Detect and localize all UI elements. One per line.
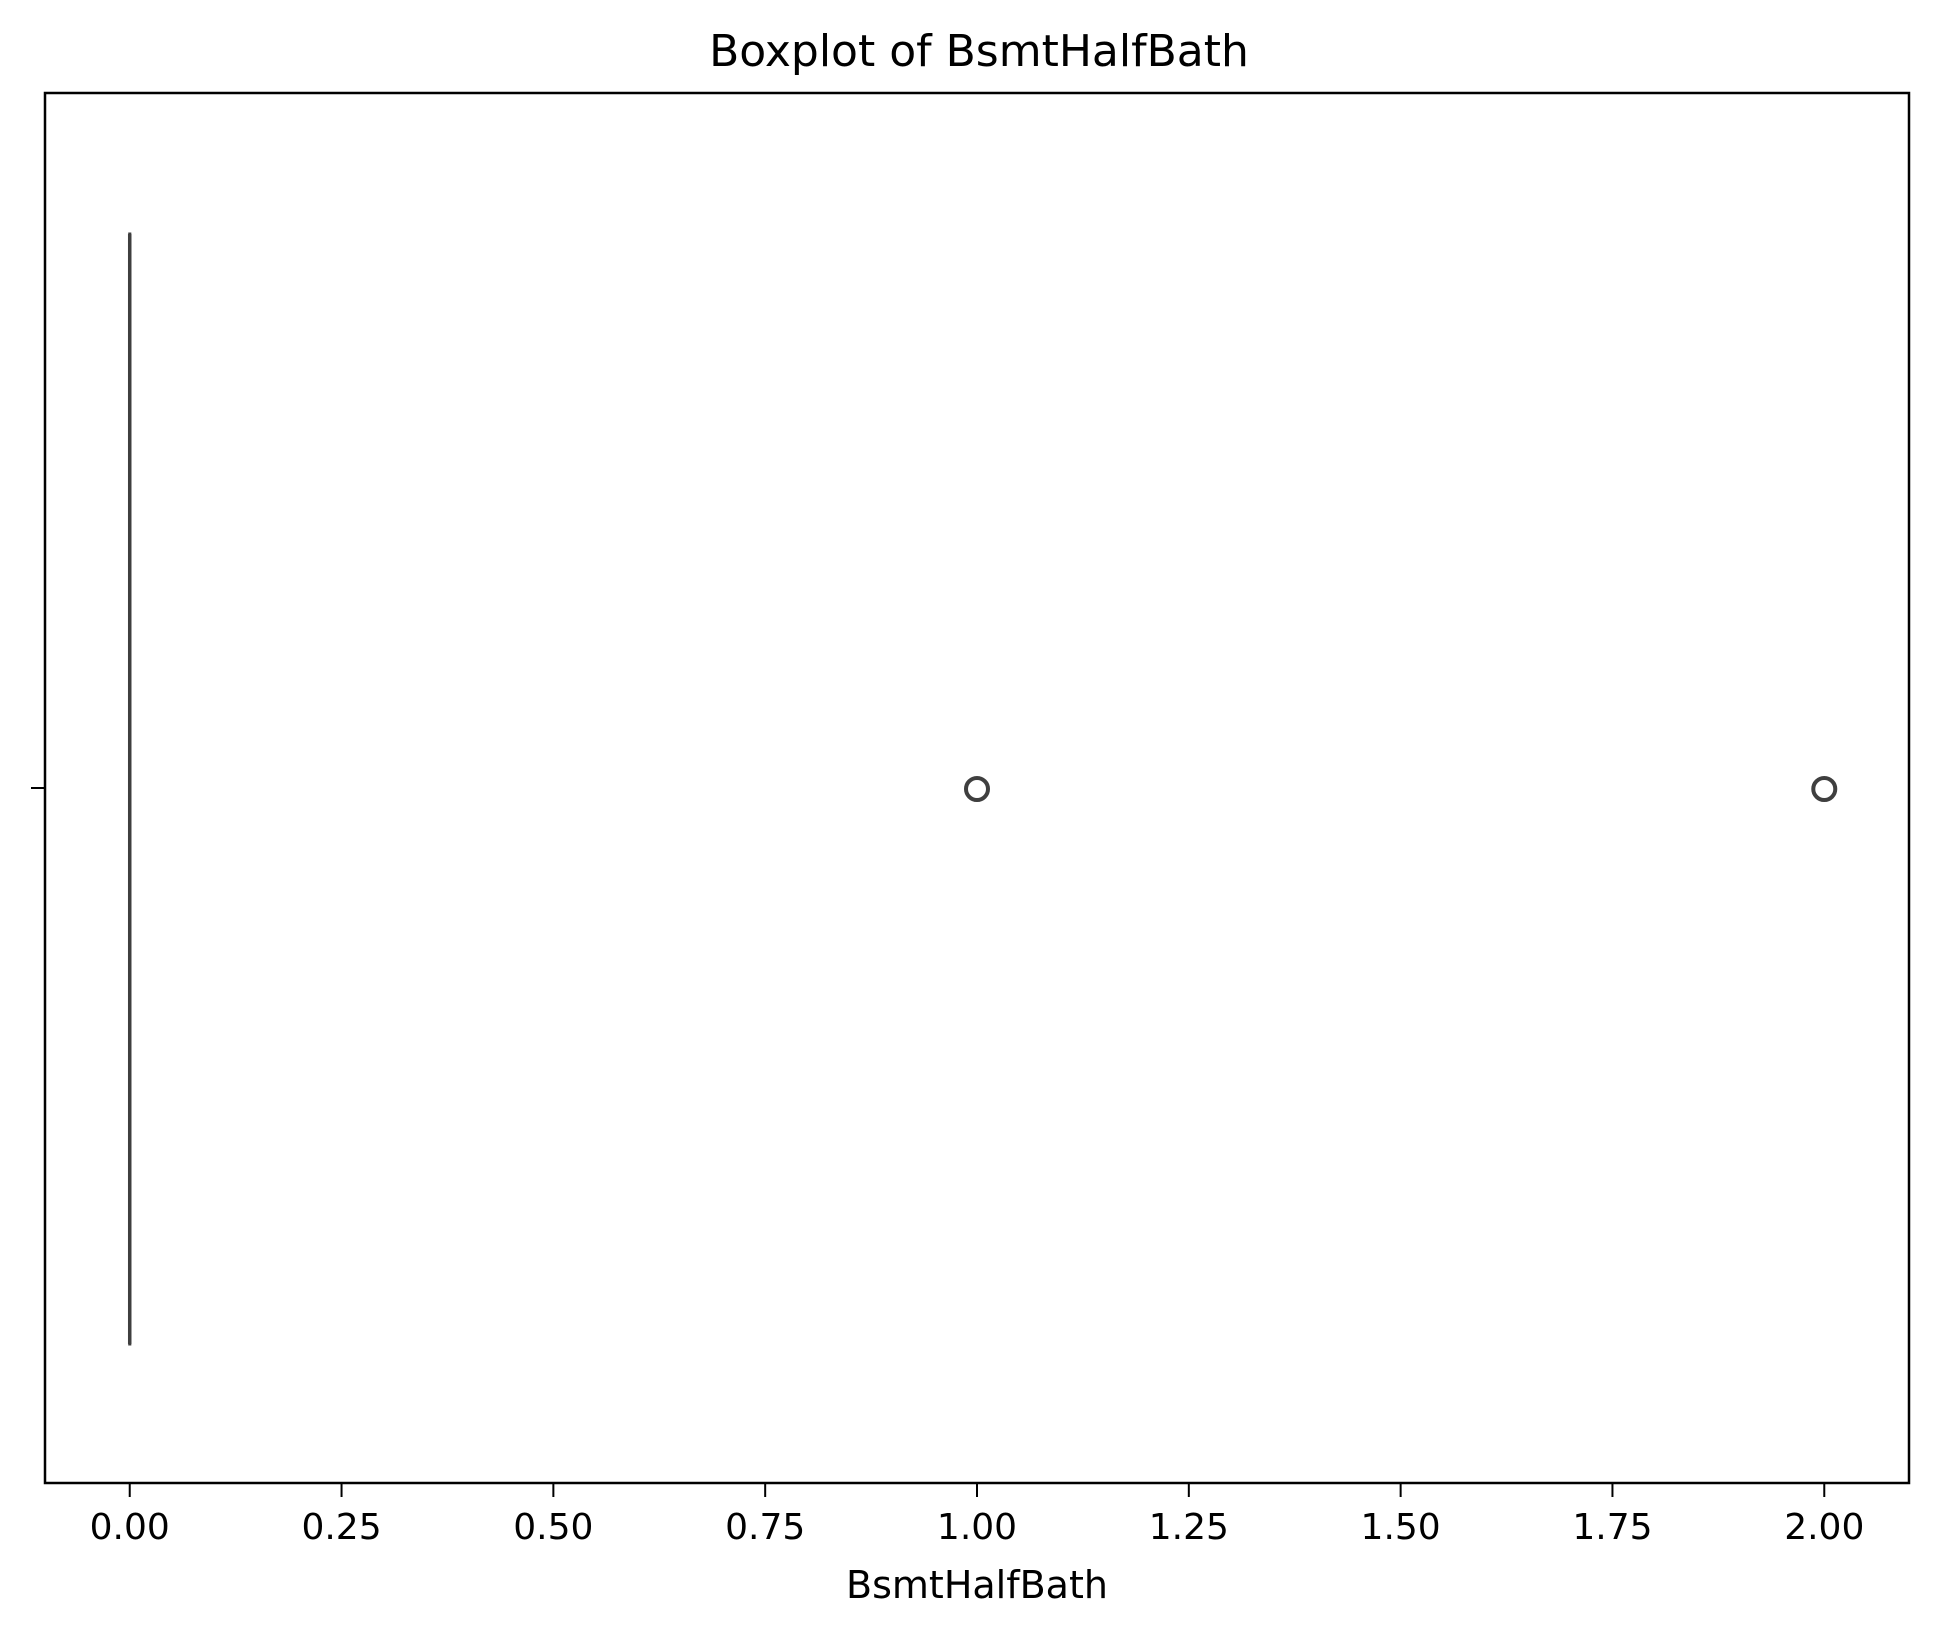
x-tick-label: 0.75 xyxy=(725,1507,805,1548)
x-tick-label: 0.50 xyxy=(513,1507,593,1548)
x-tick-label: 1.50 xyxy=(1361,1507,1441,1548)
x-tick-label: 1.75 xyxy=(1572,1507,1652,1548)
chart-title: Boxplot of BsmtHalfBath xyxy=(709,26,1249,77)
x-axis-label: BsmtHalfBath xyxy=(846,1563,1108,1607)
x-tick-label: 1.25 xyxy=(1149,1507,1229,1548)
x-tick-label: 2.00 xyxy=(1784,1507,1864,1548)
x-tick-label: 0.25 xyxy=(301,1507,381,1548)
x-tick-label: 1.00 xyxy=(937,1507,1017,1548)
x-tick-label: 0.00 xyxy=(90,1507,170,1548)
